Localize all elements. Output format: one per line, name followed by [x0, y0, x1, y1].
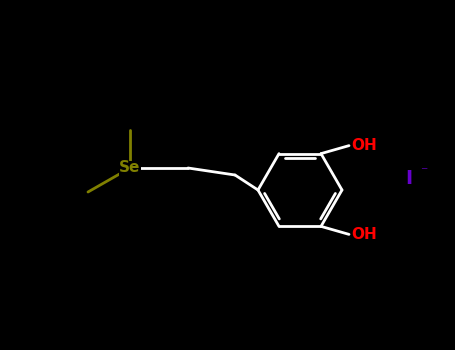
Text: ⁻: ⁻ — [420, 165, 427, 179]
Text: OH: OH — [351, 138, 377, 153]
Text: OH: OH — [351, 227, 377, 242]
Text: I: I — [405, 168, 412, 188]
Text: Se: Se — [119, 161, 141, 175]
